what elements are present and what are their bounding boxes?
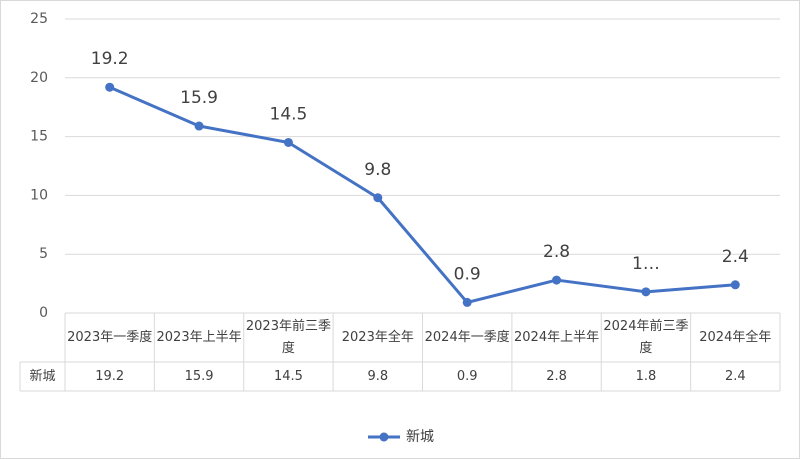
data-label: 0.9 <box>454 264 481 284</box>
x-tick-label: 2024年全年 <box>699 329 772 345</box>
data-label: 1… <box>632 254 660 274</box>
point <box>462 297 472 307</box>
x-tick-label: 2024年上半年 <box>514 329 600 345</box>
table-value: 9.8 <box>367 368 389 384</box>
x-tick-label: 2023年一季度 <box>67 329 153 345</box>
table-value-box: 2.8 <box>546 368 567 384</box>
point <box>105 82 115 92</box>
table-value-box: 15.9 <box>184 368 214 384</box>
table-value: 0.9 <box>456 368 478 384</box>
table-value-box: 0.9 <box>456 368 478 384</box>
x-tick-label-box: 2024年前三季度 <box>603 318 689 356</box>
data-label: 2.4 <box>722 247 749 267</box>
table-value-box: 19.2 <box>95 368 125 384</box>
x-tick-label-box: 2023年前三季度 <box>245 318 331 356</box>
x-tick-label-box: 2023年上半年 <box>156 329 242 345</box>
legend-label: 新城 <box>406 429 434 445</box>
x-tick-label-box: 2023年全年 <box>341 329 414 345</box>
row-header: 新城 <box>29 368 56 384</box>
table-value-box: 14.5 <box>273 368 303 384</box>
point <box>194 121 204 131</box>
y-tick-label: 20 <box>30 70 48 86</box>
x-tick-label: 2024年一季度 <box>424 329 510 345</box>
y-tick-label: 10 <box>30 187 48 203</box>
table-value: 15.9 <box>184 368 214 384</box>
row-header-box: 新城 <box>29 368 56 384</box>
table-value-box: 9.8 <box>367 368 389 384</box>
y-tick-label: 5 <box>39 246 48 262</box>
x-tick-label-box: 2023年一季度 <box>67 329 153 345</box>
point <box>730 280 740 290</box>
table-value: 19.2 <box>95 368 125 384</box>
point <box>641 287 651 297</box>
data-label: 19.2 <box>91 49 129 69</box>
point <box>283 137 293 147</box>
y-tick-label: 0 <box>39 305 48 321</box>
point <box>373 193 383 203</box>
y-tick-label: 15 <box>30 129 48 145</box>
x-tick-label: 2023年前三季度 <box>245 318 331 356</box>
table-value: 14.5 <box>273 368 303 384</box>
x-tick-label: 2023年上半年 <box>156 329 242 345</box>
x-tick-label-box: 2024年全年 <box>699 329 772 345</box>
x-tick-label: 2024年前三季度 <box>603 318 689 356</box>
table-value: 2.8 <box>546 368 567 384</box>
table-value-box: 2.4 <box>724 368 746 384</box>
x-tick-label-box: 2024年一季度 <box>424 329 510 345</box>
table-value: 1.8 <box>635 368 657 384</box>
data-label: 15.9 <box>180 88 218 108</box>
y-tick-label: 25 <box>30 11 48 27</box>
data-label: 9.8 <box>364 160 391 180</box>
x-tick-label-box: 2024年上半年 <box>514 329 600 345</box>
table-value: 2.4 <box>724 368 746 384</box>
point <box>552 275 562 285</box>
x-tick-label: 2023年全年 <box>341 329 414 345</box>
data-label: 2.8 <box>543 242 570 262</box>
legend-marker <box>379 432 389 442</box>
table-value-box: 1.8 <box>635 368 657 384</box>
line <box>109 85 736 304</box>
data-label: 14.5 <box>270 104 308 124</box>
